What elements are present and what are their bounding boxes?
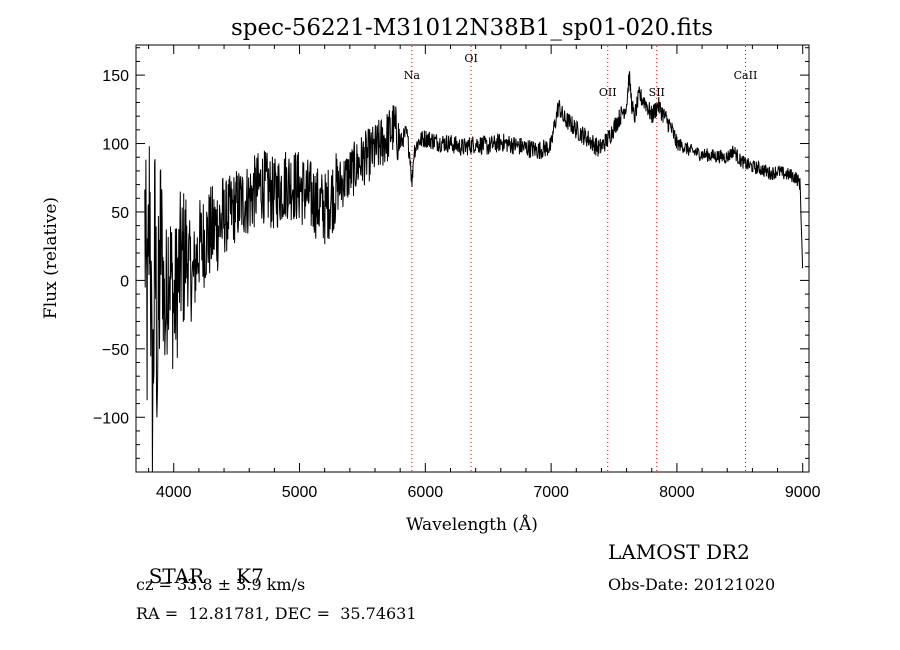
y-tick-label: −50 (102, 342, 129, 359)
object-class-label: STAR (148, 564, 205, 588)
y-tick-label: 100 (102, 137, 129, 154)
x-axis: 4000 5000 6000 7000 8000 9000 (148, 45, 821, 501)
coordinates-label: RA = 12.81781, DEC = 35.74631 (136, 604, 417, 623)
y-axis: −100 −50 0 50 100 150 (93, 47, 809, 459)
spectral-line-label: OI (464, 52, 477, 65)
x-tick-label: 5000 (282, 484, 318, 501)
x-tick-label: 4000 (156, 484, 192, 501)
object-class: STAR K7 (136, 540, 264, 588)
chart-title: spec-56221-M31012N38B1_sp01-020.fits (231, 15, 713, 41)
x-tick-label: 8000 (659, 484, 695, 501)
spectrum-line (144, 71, 804, 473)
redshift-label: cz = 33.8 ± 3.9 km/s (136, 575, 306, 594)
y-tick-label: 0 (120, 273, 129, 290)
object-subclass: K7 (236, 564, 264, 588)
y-tick-label: 150 (102, 68, 129, 85)
y-tick-label: −100 (93, 410, 129, 427)
x-tick-label: 9000 (785, 484, 821, 501)
x-tick-label: 7000 (533, 484, 569, 501)
plot-area: Na OI OII SII CaII (144, 46, 804, 473)
survey-label: LAMOST DR2 (608, 540, 750, 564)
y-axis-label: Flux (relative) (41, 197, 61, 319)
spectral-line-label: SII (649, 86, 665, 99)
x-tick-label: 6000 (408, 484, 444, 501)
obs-date-label: Obs-Date: 20121020 (608, 575, 776, 594)
spectral-line-label: OII (599, 86, 617, 99)
spectral-line-label: Na (404, 69, 421, 82)
plot-frame (135, 44, 810, 473)
y-tick-label: 50 (111, 205, 129, 222)
spectral-line-label: CaII (734, 69, 758, 82)
x-axis-label: Wavelength (Å) (406, 514, 538, 535)
